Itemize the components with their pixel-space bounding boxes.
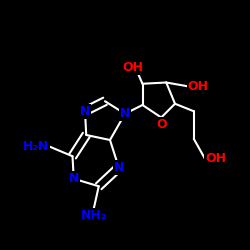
Text: N: N: [68, 172, 79, 185]
Text: N: N: [80, 105, 90, 118]
Text: OH: OH: [205, 152, 226, 165]
Text: H₂N: H₂N: [22, 140, 49, 153]
Text: N: N: [114, 161, 124, 174]
Text: NH₂: NH₂: [81, 209, 107, 222]
Text: O: O: [156, 118, 166, 130]
Text: OH: OH: [188, 80, 208, 93]
Text: N: N: [120, 107, 130, 120]
Text: OH: OH: [122, 61, 143, 74]
